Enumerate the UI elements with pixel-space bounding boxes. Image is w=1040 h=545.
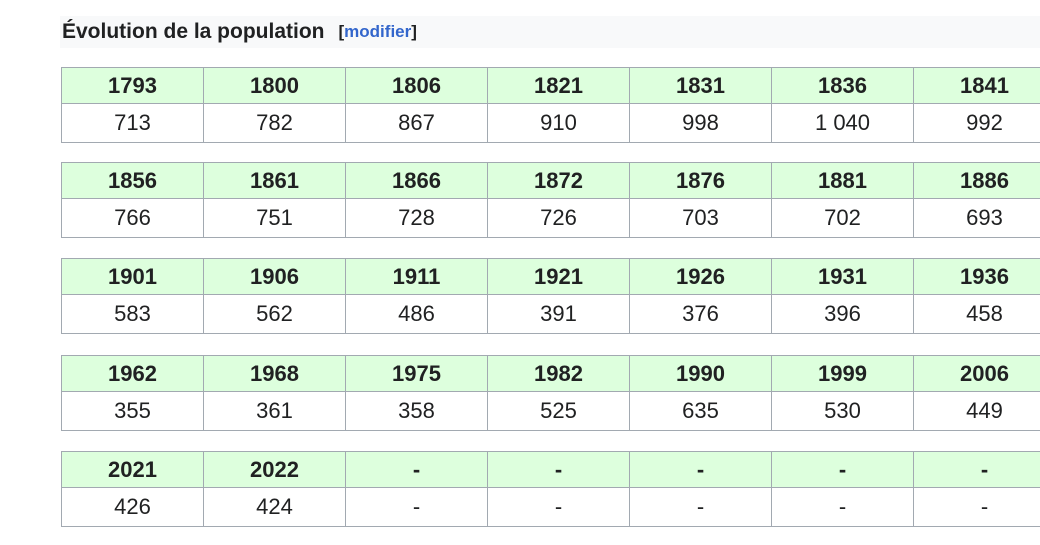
year-cell: 2021 [61,451,204,488]
population-value-cell: - [345,487,488,527]
population-value-cell: 728 [345,198,488,238]
year-cell: 1793 [61,67,204,104]
year-cell: 1861 [203,162,346,199]
population-row: 713 782 867 910 998 1 040 992 [61,103,1040,143]
section-title: Évolution de la population [62,20,325,43]
population-value-cell: - [487,487,630,527]
edit-link[interactable]: modifier [344,22,412,41]
population-value-cell: 486 [345,294,488,334]
year-cell: 1856 [61,162,204,199]
population-value-cell: 426 [61,487,204,527]
year-cell: 1926 [629,258,772,295]
population-table: 1962 1968 1975 1982 1990 1999 2006 355 361 358 525… [61,355,1040,431]
population-value-cell: 751 [203,198,346,238]
year-cell: 1962 [61,355,204,392]
year-cell: 1901 [61,258,204,295]
population-value-cell: 992 [913,103,1040,143]
year-cell: 1886 [913,162,1040,199]
population-table: 2021 2022- - - - -426 424- - - - - [61,451,1040,527]
population-row: 766 751 728 726 703 702 693 [61,198,1040,238]
edit-section: [modifier] [339,22,417,42]
year-cell: - [487,451,630,488]
section-heading: Évolution de la population [modifier] [60,16,1040,48]
year-row: 1856 1861 1866 1872 1876 1881 1886 [61,162,1040,199]
year-cell: 1999 [771,355,914,392]
edit-bracket-close: ] [411,22,417,41]
year-cell: 1975 [345,355,488,392]
year-cell: 1800 [203,67,346,104]
population-value-cell: 449 [913,391,1040,431]
year-row: 1901 1906 1911 1921 1926 1931 1936 [61,258,1040,295]
year-cell: - [771,451,914,488]
population-value-cell: 583 [61,294,204,334]
year-cell: 1936 [913,258,1040,295]
year-cell: 1866 [345,162,488,199]
year-cell: 1982 [487,355,630,392]
year-cell: 1831 [629,67,772,104]
year-cell: - [913,451,1040,488]
population-value-cell: 391 [487,294,630,334]
population-value-cell: 910 [487,103,630,143]
population-value-cell: - [913,487,1040,527]
year-cell: 1968 [203,355,346,392]
population-value-cell: 358 [345,391,488,431]
year-cell: - [629,451,772,488]
year-cell: 1872 [487,162,630,199]
population-value-cell: 693 [913,198,1040,238]
population-value-cell: 998 [629,103,772,143]
population-value-cell: 525 [487,391,630,431]
population-value-cell: - [771,487,914,527]
year-cell: 1990 [629,355,772,392]
population-value-cell: 726 [487,198,630,238]
population-value-cell: 361 [203,391,346,431]
year-cell: 1921 [487,258,630,295]
population-row: 583 562 486 391 376 396 458 [61,294,1040,334]
population-value-cell: 376 [629,294,772,334]
year-cell: 1841 [913,67,1040,104]
year-cell: 2022 [203,451,346,488]
population-value-cell: 713 [61,103,204,143]
edit-bracket-open: [ [338,22,345,41]
population-value-cell: 396 [771,294,914,334]
population-value-cell: 766 [61,198,204,238]
population-value-cell: 782 [203,103,346,143]
population-value-cell: 867 [345,103,488,143]
year-cell: 2006 [913,355,1040,392]
year-cell: - [345,451,488,488]
population-value-cell: 355 [61,391,204,431]
year-row: 1793 1800 1806 1821 1831 1836 1841 [61,67,1040,104]
population-value-cell: 635 [629,391,772,431]
year-cell: 1821 [487,67,630,104]
population-value-cell: - [629,487,772,527]
population-value-cell: 458 [913,294,1040,334]
population-table: 1901 1906 1911 1921 1926 1931 1936 583 562 486 391… [61,258,1040,334]
year-cell: 1876 [629,162,772,199]
population-row: 426 424- - - - - [61,487,1040,527]
population-value-cell: 702 [771,198,914,238]
population-value-cell: 562 [203,294,346,334]
year-cell: 1806 [345,67,488,104]
year-row: 2021 2022- - - - - [61,451,1040,488]
population-table: 1793 1800 1806 1821 1831 1836 1841 713 782 867 910… [61,67,1040,143]
year-row: 1962 1968 1975 1982 1990 1999 2006 [61,355,1040,392]
population-value-cell: 703 [629,198,772,238]
year-cell: 1881 [771,162,914,199]
year-cell: 1911 [345,258,488,295]
population-value-cell: 1 040 [771,103,914,143]
year-cell: 1931 [771,258,914,295]
population-row: 355 361 358 525 635 530 449 [61,391,1040,431]
year-cell: 1906 [203,258,346,295]
year-cell: 1836 [771,67,914,104]
population-table: 1856 1861 1866 1872 1876 1881 1886 766 751 728 726… [61,162,1040,238]
population-value-cell: 530 [771,391,914,431]
population-value-cell: 424 [203,487,346,527]
